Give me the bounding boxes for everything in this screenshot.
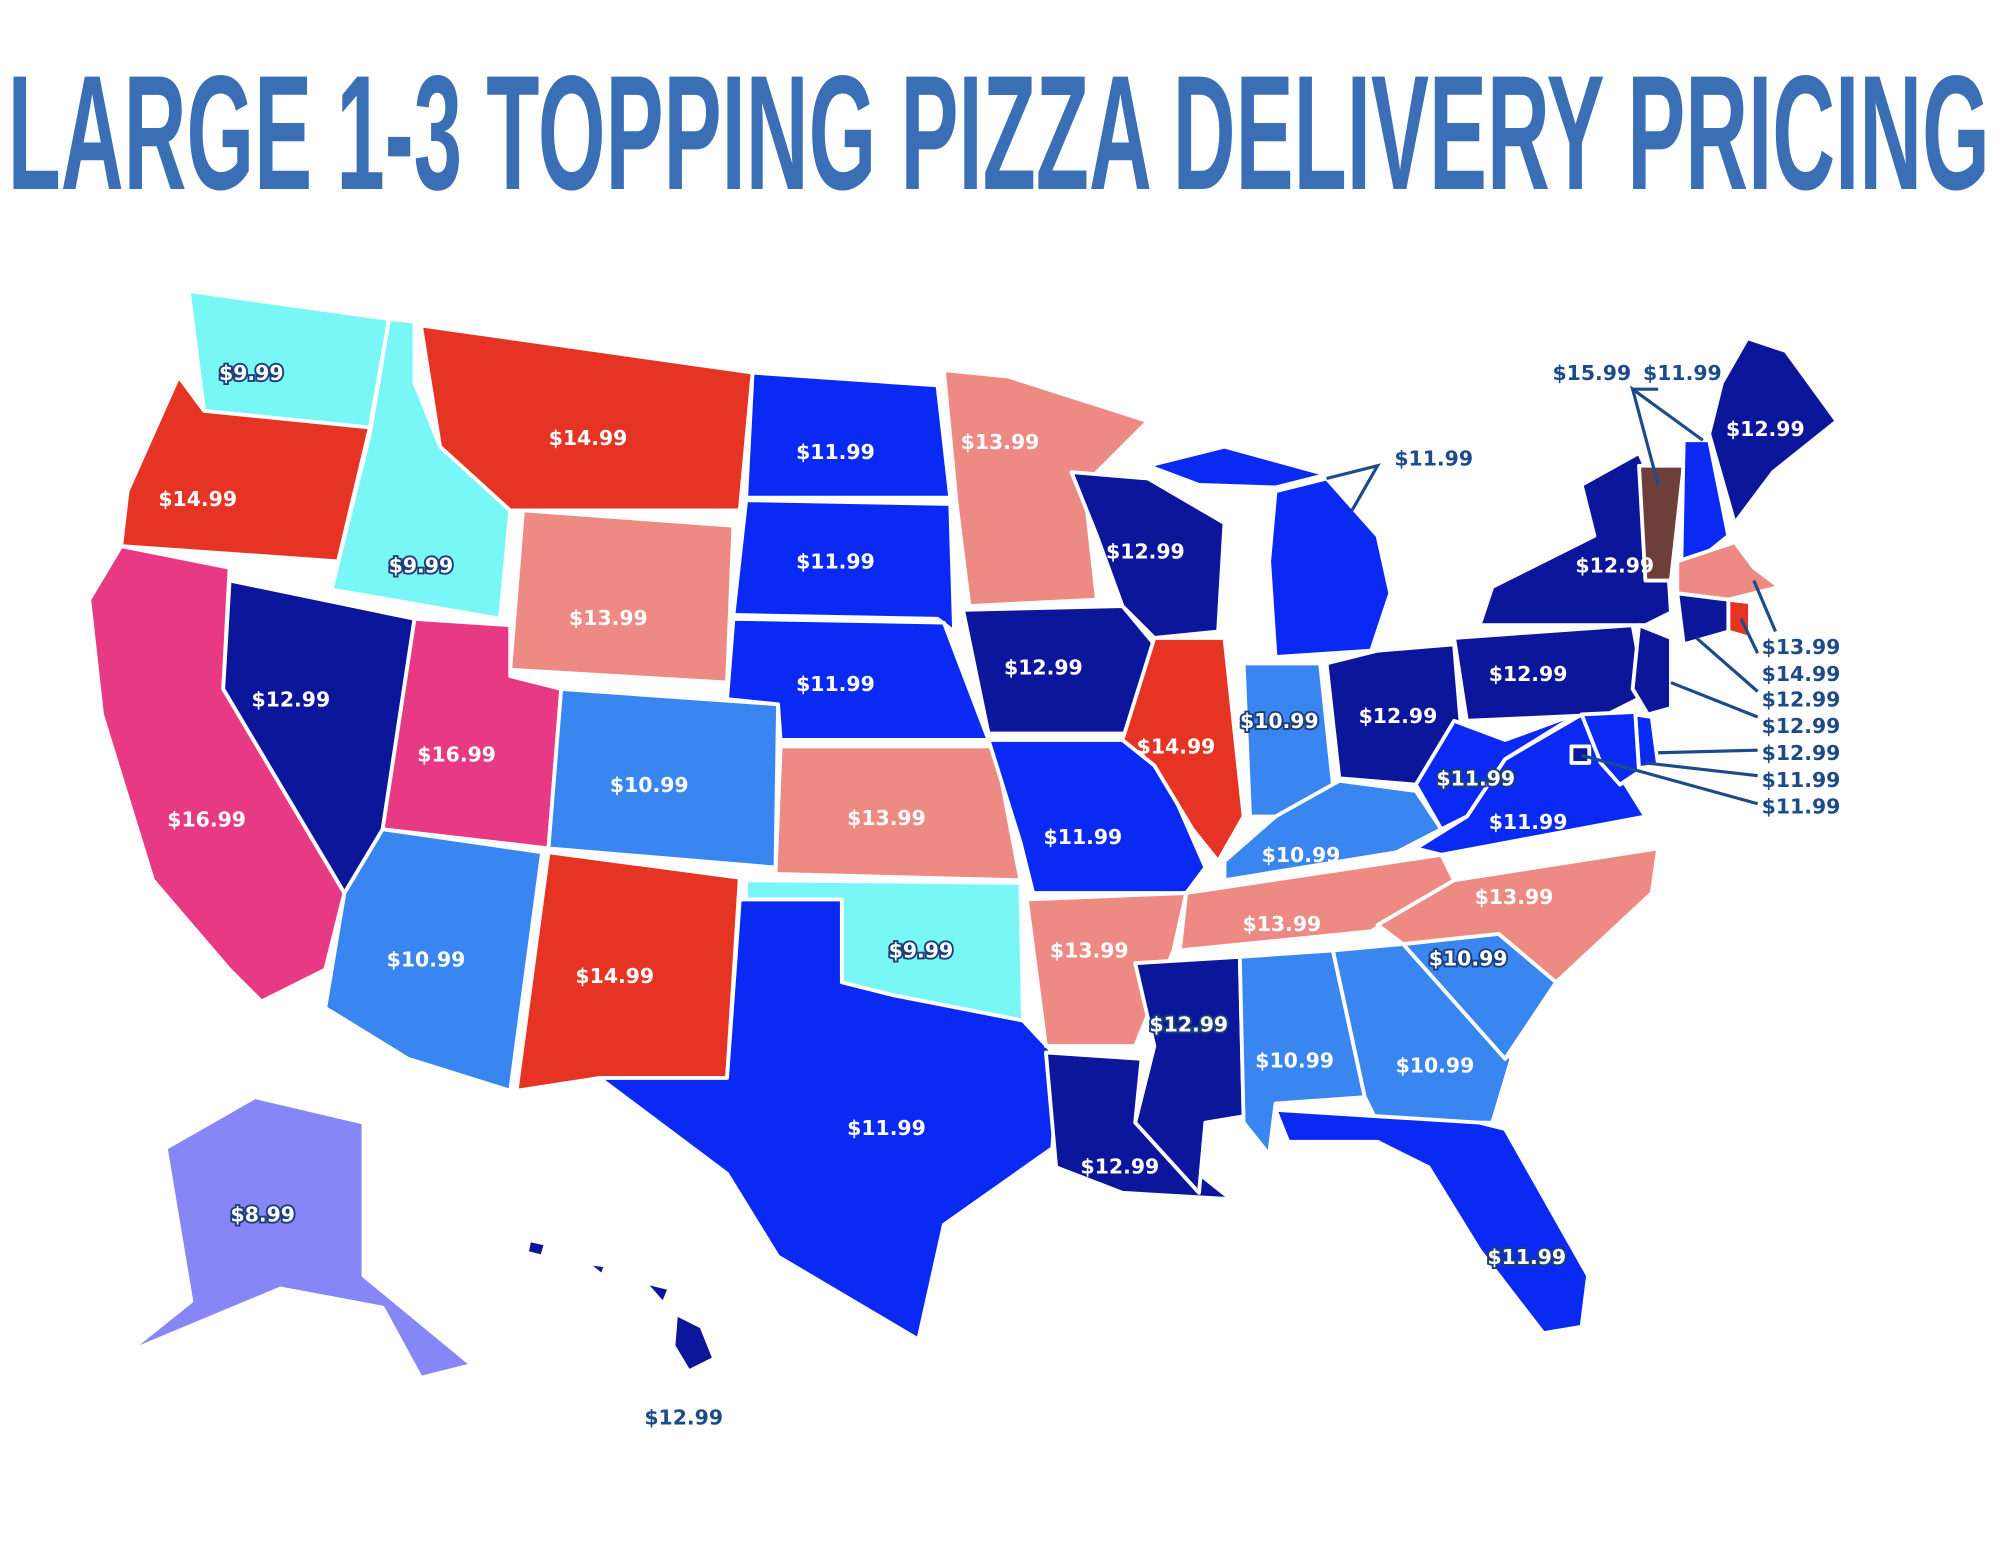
leader-line [1752,579,1777,633]
state [1146,444,1329,490]
state [1637,463,1686,583]
price-label: $12.99 [1149,1013,1228,1037]
price-label: $9.99 [219,361,284,385]
price-label: $12.99 [1762,741,1841,765]
price-label: $13.99 [1050,939,1129,963]
price-label: $13.99 [847,806,926,830]
states [87,289,1839,1380]
state [1267,476,1393,659]
price-label: $12.99 [1575,554,1654,578]
price-label: $11.99 [1044,825,1123,849]
price-label: $12.99 [1489,662,1568,686]
state [773,744,1023,883]
price-label: $11.99 [1394,446,1473,470]
price-label: $14.99 [158,487,237,511]
price-label: $12.99 [251,687,330,711]
price-label: $9.99 [389,554,454,578]
price-label: $10.99 [1262,843,1341,867]
price-label: $13.99 [1243,912,1322,936]
state [1324,642,1463,787]
price-label: $10.99 [1240,709,1319,733]
state [1069,470,1227,640]
price-label: $15.99 [1552,361,1631,385]
title: LARGE 1-3 TOPPING PIZZA DELIVERY PRICING [8,41,1990,224]
state [508,508,736,685]
price-label: $9.99 [889,939,954,963]
price-label: $10.99 [1255,1048,1334,1072]
price-label: $12.99 [1359,704,1438,728]
price-label: $11.99 [1762,795,1841,819]
state [1413,710,1584,832]
price-label: $12.99 [1726,417,1805,441]
state [524,1238,548,1259]
price-label: $11.99 [1487,1245,1566,1269]
state [671,1312,717,1374]
price-label: $11.99 [847,1116,926,1140]
state [941,368,1150,608]
leader-line [1645,761,1758,778]
price-label: $11.99 [796,440,875,464]
price-label: $12.99 [1106,539,1185,563]
price-label: $13.99 [569,606,648,630]
leader-line [1670,681,1759,719]
price-label: $12.99 [1762,687,1841,711]
leader-line [1695,636,1759,693]
state [597,897,1061,1342]
price-label: $14.99 [549,426,628,450]
state [725,616,991,742]
state [1569,744,1592,765]
price-label: $12.99 [1081,1154,1160,1178]
state [1375,846,1661,985]
state [323,827,545,1093]
state [1630,623,1673,717]
price-label: $12.99 [1004,656,1083,680]
price-label: $11.99 [1643,361,1722,385]
price-label: $10.99 [610,773,689,797]
state [186,289,391,430]
price-label: $13.99 [1475,885,1554,909]
state [1707,336,1839,526]
state [1273,1107,1590,1335]
price-label: $14.99 [575,964,654,988]
leader-line [1658,748,1758,755]
price-label: $13.99 [961,430,1040,454]
price-label: $16.99 [417,742,496,766]
price-label: $12.99 [644,1406,723,1430]
price-label: $11.99 [796,672,875,696]
leader-line [1739,618,1760,654]
state [584,1261,608,1278]
leader-line [1581,753,1759,806]
price-label: $11.99 [1489,810,1568,834]
price-label: $11.99 [1436,767,1515,791]
price-label: $14.99 [1762,662,1841,686]
price-label: $11.99 [1762,768,1841,792]
price-label: $10.99 [1396,1054,1475,1078]
price-labels: $9.99$14.99$16.99$9.99$12.99$14.99$13.99… [158,359,1841,1430]
price-label: $13.99 [1762,635,1841,659]
price-label: $10.99 [387,948,466,972]
price-label: $12.99 [1762,714,1841,738]
state [1675,591,1731,647]
state [744,370,953,500]
state [642,1280,672,1306]
price-label: $8.99 [231,1203,295,1227]
price-label: $10.99 [1429,946,1508,970]
leader-line [1326,463,1381,512]
price-label: $11.99 [796,550,875,574]
price-label: $14.99 [1137,735,1216,759]
state [1452,623,1648,723]
state [125,1095,474,1380]
state [1120,636,1246,864]
price-label: $16.99 [167,807,246,831]
leader-lines [1326,385,1777,806]
state [419,323,755,513]
